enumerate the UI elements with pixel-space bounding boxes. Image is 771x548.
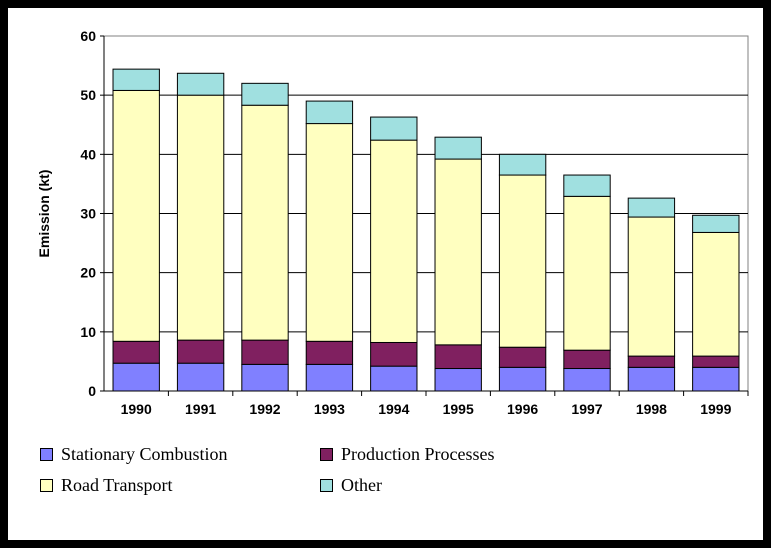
legend-swatch [320, 479, 333, 492]
bar-stationary-combustion-1999 [692, 366, 740, 392]
y-tick-label: 30 [80, 206, 96, 222]
bar-other-1992 [241, 82, 289, 106]
y-tick-label: 0 [88, 383, 96, 399]
x-tick-label: 1999 [700, 401, 731, 417]
x-tick-label: 1997 [571, 401, 602, 417]
bar-production-processes-1992 [241, 339, 289, 365]
bar-other-1996 [498, 153, 547, 176]
legend-item-road-transport: Road Transport [40, 475, 173, 496]
x-tick-label: 1998 [636, 401, 667, 417]
bar-other-1995 [434, 136, 482, 160]
bar-road-transport-1992 [241, 104, 289, 341]
bar-other-1998 [627, 197, 676, 218]
bar-other-1990 [112, 68, 160, 91]
bar-road-transport-1995 [434, 158, 482, 346]
bar-stationary-combustion-1994 [370, 365, 418, 392]
x-tick-label: 1993 [314, 401, 345, 417]
bar-stationary-combustion-1992 [241, 363, 289, 392]
bar-production-processes-1994 [370, 341, 418, 367]
bar-production-processes-1993 [305, 340, 354, 365]
legend-item-production-processes: Production Processes [320, 444, 494, 465]
legend-item-other: Other [320, 475, 382, 496]
bar-stationary-combustion-1997 [563, 368, 611, 392]
bar-stationary-combustion-1996 [498, 366, 547, 392]
stacked-bar-chart: 0 10 20 30 40 50 60 1990 1991 1992 1993 1994 1995 199… [36, 28, 749, 417]
bar-stationary-combustion-1993 [305, 363, 354, 392]
bar-road-transport-1996 [498, 174, 547, 348]
legend-label: Road Transport [61, 475, 173, 495]
bar-other-1993 [305, 100, 354, 125]
bar-other-1997 [563, 174, 611, 197]
bar-other-1999 [692, 214, 740, 233]
bar-production-processes-1995 [434, 344, 482, 370]
x-tick-label: 1995 [443, 401, 474, 417]
bar-production-processes-1998 [627, 355, 676, 368]
bar-other-1991 [176, 72, 225, 96]
bar-stationary-combustion-1995 [434, 368, 482, 392]
bar-road-transport-1999 [692, 231, 740, 357]
bar-stationary-combustion-1991 [176, 362, 225, 392]
legend-label: Production Processes [341, 444, 495, 464]
bar-road-transport-1994 [370, 139, 418, 343]
legend-label: Other [341, 475, 382, 495]
chart-panel: 0 10 20 30 40 50 60 1990 1991 1992 1993 1994 1995 199… [8, 8, 763, 540]
x-tick-label: 1990 [121, 401, 152, 417]
bar-road-transport-1997 [563, 195, 611, 351]
bar-other-1994 [370, 116, 418, 141]
bar-production-processes-1991 [176, 339, 225, 364]
bar-production-processes-1996 [498, 346, 547, 368]
x-tick-label: 1994 [378, 401, 409, 417]
x-tick-label: 1996 [507, 401, 538, 417]
bar-production-processes-1990 [112, 340, 160, 364]
y-tick-label: 50 [80, 87, 96, 103]
bar-stationary-combustion-1998 [627, 366, 676, 392]
y-tick-label: 40 [80, 146, 96, 162]
legend-item-stationary-combustion: Stationary Combustion [40, 444, 228, 465]
bar-stationary-combustion-1990 [112, 362, 160, 392]
legend-swatch [320, 448, 333, 461]
y-tick-label: 60 [80, 28, 96, 44]
legend-swatch [40, 479, 53, 492]
bar-production-processes-1997 [563, 349, 611, 370]
x-tick-label: 1991 [185, 401, 216, 417]
x-tick-label: 1992 [249, 401, 280, 417]
y-axis-label: Emission (kt) [36, 170, 52, 258]
y-tick-label: 20 [80, 265, 96, 281]
legend-label: Stationary Combustion [61, 444, 228, 464]
bar-road-transport-1993 [305, 123, 354, 342]
bar-road-transport-1998 [627, 216, 676, 357]
bar-road-transport-1991 [176, 94, 225, 341]
bar-road-transport-1990 [112, 89, 160, 342]
bar-production-processes-1999 [692, 355, 740, 368]
y-tick-label: 10 [80, 324, 96, 340]
legend-swatch [40, 448, 53, 461]
